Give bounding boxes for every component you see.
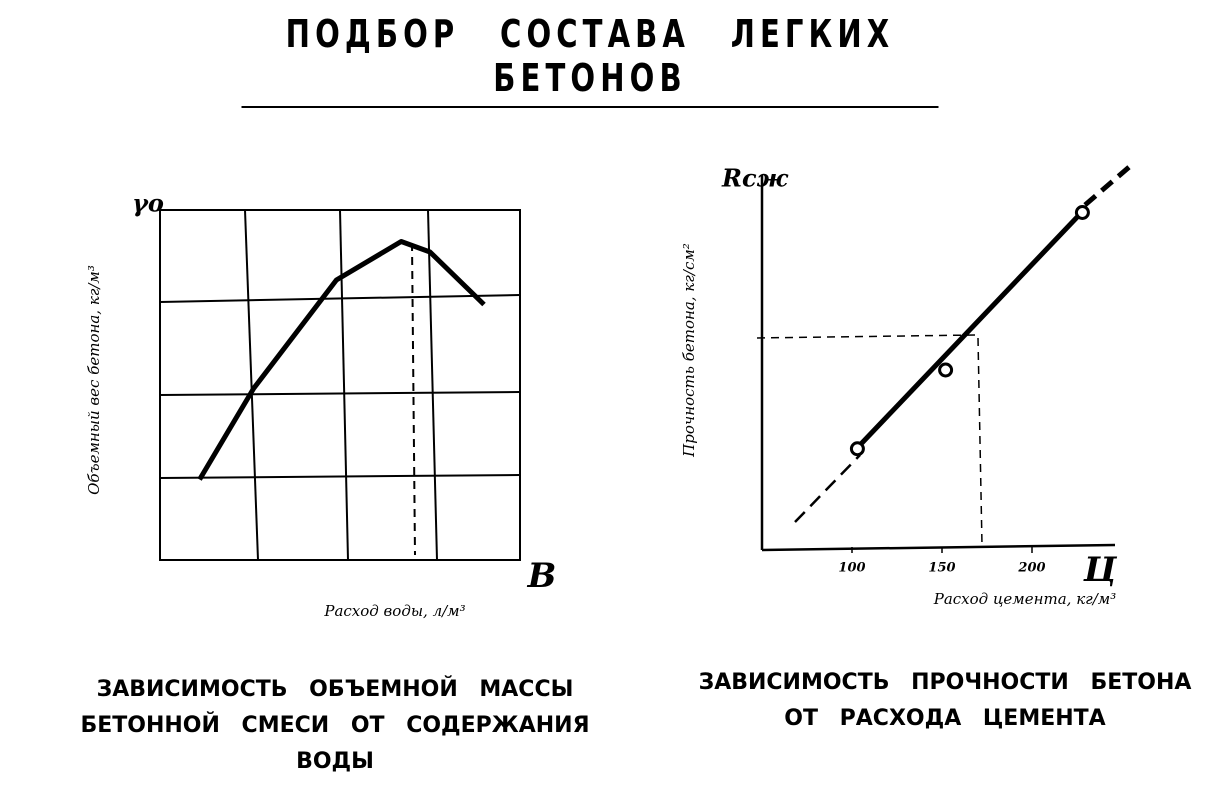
x-tick-label: 150: [928, 561, 955, 576]
x-tick-label: 200: [1017, 561, 1045, 576]
x-tick-label: 100: [838, 561, 865, 576]
chart2-frame: [754, 160, 1137, 552]
data-point: [849, 441, 865, 457]
caption: ЗАВИСИМОСТЬ ПРОЧНОСТИ БЕТОНА ОТ РАСХОДА …: [698, 670, 1192, 731]
y-axis-label: Объемный вес бетона, кг/м³: [85, 265, 103, 495]
y-axis-symbol: γо: [132, 189, 164, 218]
y-axis-symbol: Rсж: [721, 164, 789, 193]
x-axis-label: Расход воды, л/м³: [323, 602, 465, 620]
x-axis-label: Расход цемента, кг/м³: [933, 590, 1116, 608]
x-axis-symbol: В: [527, 556, 557, 596]
caption: ЗАВИСИМОСТЬ ОБЪЕМНОЙ МАССЫ БЕТОННОЙ СМЕС…: [80, 677, 590, 774]
data-point: [938, 362, 954, 378]
data-point: [1074, 205, 1090, 220]
y-axis-label: Прочность бетона, кг/см²: [680, 243, 698, 458]
data-line: [197, 239, 486, 481]
chart1-frame: [159, 209, 521, 561]
x-axis-symbol: Ц: [1083, 550, 1118, 590]
page-title: ПОДБОР СОСТАВА ЛЕГКИХ БЕТОНОВ: [241, 12, 939, 108]
